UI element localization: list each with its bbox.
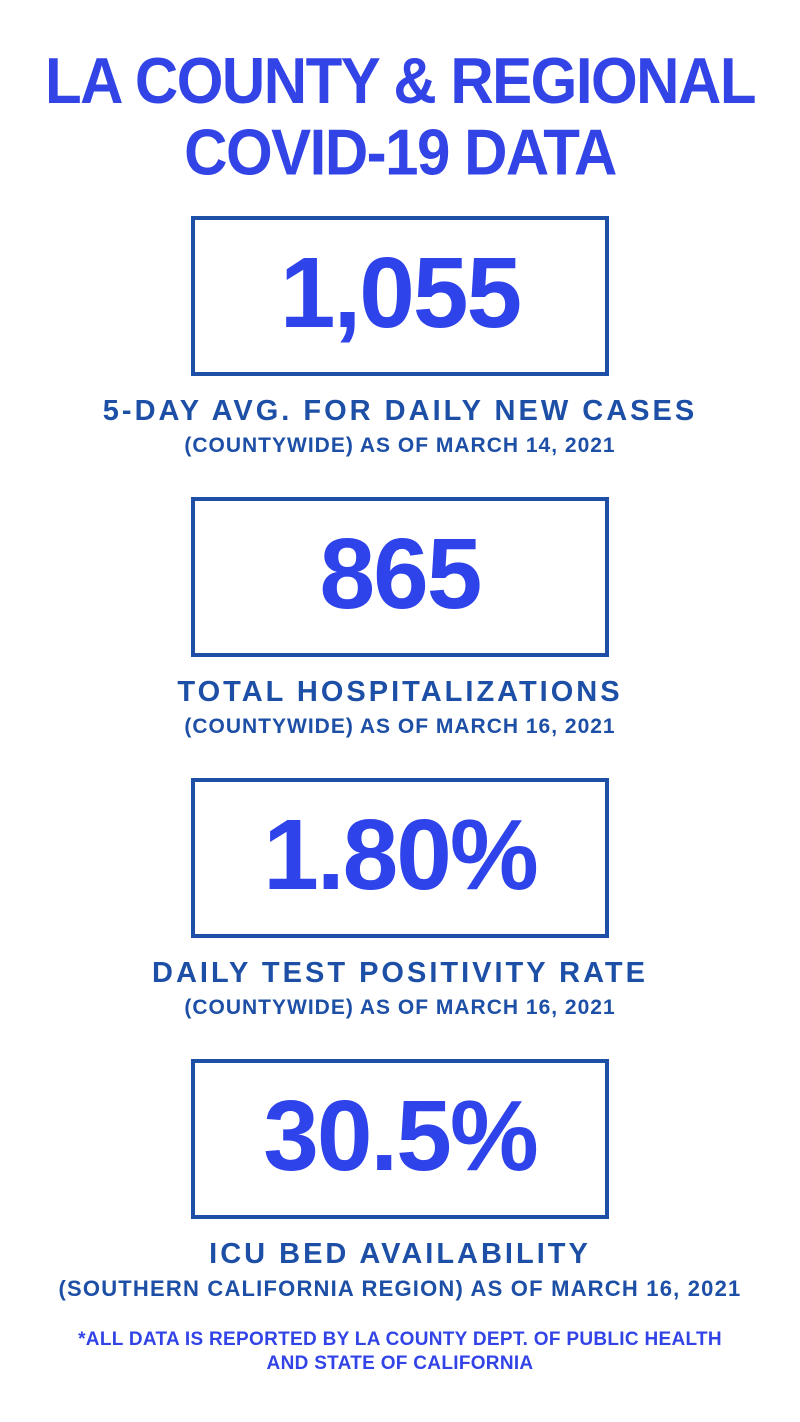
stat-value: 1,055	[279, 237, 522, 349]
stat-value-box: 1.80%	[191, 778, 609, 938]
stat-label: DAILY TEST POSITIVITY RATE	[152, 957, 648, 989]
stat-value-box: 1,055	[190, 216, 609, 376]
page-title-line1: LA COUNTY & REGIONAL	[44, 44, 757, 118]
footer-note-line1: *ALL DATA IS REPORTED BY LA COUNTY DEPT.…	[78, 1329, 722, 1350]
stat-sublabel: (COUNTYWIDE) AS OF MARCH 16, 2021	[184, 715, 616, 738]
footer-note: *ALL DATA IS REPORTED BY LA COUNTY DEPT.…	[78, 1328, 722, 1376]
page-title-line2: COVID-19 DATA	[184, 116, 617, 189]
stat-total-hospitalizations: 865 TOTAL HOSPITALIZATIONS (COUNTYWIDE) …	[177, 459, 622, 740]
page-title: LA COUNTY & REGIONAL COVID-19 DATA	[44, 44, 757, 189]
stat-sublabel: (COUNTYWIDE) AS OF MARCH 14, 2021	[184, 434, 616, 457]
stat-icu-bed-availability: 30.5% ICU BED AVAILABILITY (SOUTHERN CAL…	[58, 1021, 741, 1302]
stat-label: TOTAL HOSPITALIZATIONS	[177, 676, 623, 708]
stat-test-positivity-rate: 1.80% DAILY TEST POSITIVITY RATE (COUNTY…	[152, 740, 648, 1021]
stat-value: 1.80%	[263, 799, 539, 911]
stat-value-box: 865	[190, 497, 609, 657]
stat-value: 30.5%	[263, 1080, 539, 1192]
stat-value: 865	[319, 518, 483, 630]
stat-label: ICU BED AVAILABILITY	[209, 1238, 591, 1270]
stat-daily-new-cases: 1,055 5-DAY AVG. FOR DAILY NEW CASES (CO…	[103, 178, 697, 459]
stat-label: 5-DAY AVG. FOR DAILY NEW CASES	[102, 395, 698, 427]
stat-sublabel: (COUNTYWIDE) AS OF MARCH 16, 2021	[184, 996, 616, 1019]
stat-sublabel: (SOUTHERN CALIFORNIA REGION) AS OF MARCH…	[58, 1276, 742, 1301]
footer-note-line2: AND STATE OF CALIFORNIA	[266, 1353, 534, 1374]
stat-value-box: 30.5%	[190, 1059, 609, 1219]
